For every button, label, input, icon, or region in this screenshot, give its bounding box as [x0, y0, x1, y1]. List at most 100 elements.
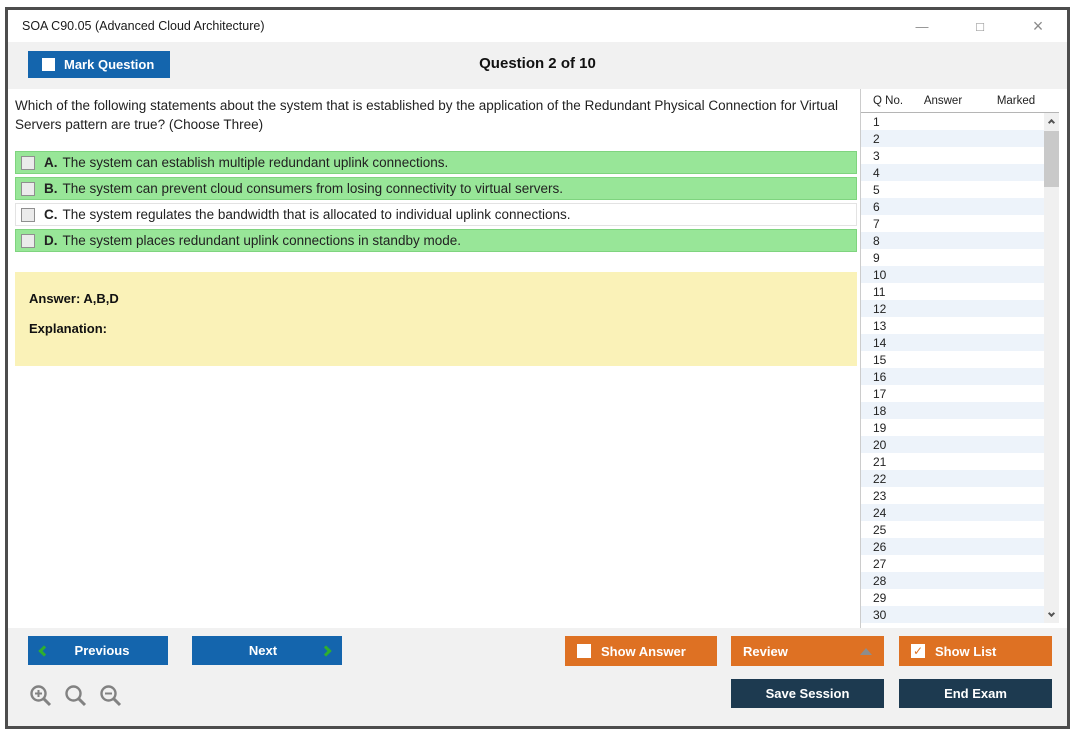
next-label: Next: [248, 643, 278, 658]
list-item[interactable]: 3: [861, 147, 1044, 164]
list-item-qno: 18: [873, 403, 887, 418]
list-item[interactable]: 18: [861, 402, 1044, 419]
list-item-qno: 24: [873, 505, 887, 520]
question-list-rows: 1 2 3 4 5 6 7 8 9 10 11 12 13 14 15 16 17 18 19 20 21 22 23 24 2…: [861, 113, 1059, 623]
list-item-qno: 15: [873, 352, 887, 367]
zoom-in-icon[interactable]: [28, 683, 54, 709]
header-qno: Q No.: [873, 94, 904, 107]
list-item[interactable]: 10: [861, 266, 1044, 283]
list-item[interactable]: 17: [861, 385, 1044, 402]
question-panel: Which of the following statements about …: [8, 89, 860, 628]
list-item-qno: 25: [873, 522, 887, 537]
save-session-button[interactable]: Save Session: [731, 679, 884, 708]
list-item[interactable]: 30: [861, 606, 1044, 623]
list-item[interactable]: 1: [861, 113, 1044, 130]
option-c-checkbox[interactable]: [21, 207, 35, 222]
option-row-b[interactable]: B. The system can prevent cloud consumer…: [15, 177, 857, 201]
main-area: Which of the following statements about …: [8, 89, 1067, 628]
list-item[interactable]: 16: [861, 368, 1044, 385]
list-item[interactable]: 23: [861, 487, 1044, 504]
mark-question-checkbox[interactable]: [42, 58, 55, 71]
list-item[interactable]: 20: [861, 436, 1044, 453]
show-list-label: Show List: [935, 643, 997, 659]
scrollbar[interactable]: [1044, 113, 1059, 623]
list-item[interactable]: 29: [861, 589, 1044, 606]
titlebar: SOA C90.05 (Advanced Cloud Architecture)…: [8, 10, 1067, 42]
review-label: Review: [743, 643, 788, 659]
option-row-a[interactable]: A. The system can establish multiple red…: [15, 151, 857, 175]
list-item[interactable]: 11: [861, 283, 1044, 300]
minimize-button[interactable]: —: [915, 18, 929, 34]
list-item[interactable]: 22: [861, 470, 1044, 487]
mark-question-button[interactable]: Mark Question: [28, 51, 170, 78]
list-item[interactable]: 12: [861, 300, 1044, 317]
option-d-text: The system places redundant uplink conne…: [62, 233, 461, 249]
footer-bar: Previous Next Show Answer Review ✓ Show …: [8, 628, 1067, 726]
end-exam-label: End Exam: [944, 686, 1007, 701]
list-item[interactable]: 14: [861, 334, 1044, 351]
end-exam-button[interactable]: End Exam: [899, 679, 1052, 708]
close-button[interactable]: ×: [1032, 15, 1044, 36]
list-item-qno: 4: [873, 165, 880, 180]
review-dropdown[interactable]: Review: [731, 636, 884, 666]
list-item-qno: 19: [873, 420, 887, 435]
list-item[interactable]: 24: [861, 504, 1044, 521]
list-item[interactable]: 13: [861, 317, 1044, 334]
list-item-qno: 20: [873, 437, 887, 452]
list-item-qno: 14: [873, 335, 887, 350]
list-item[interactable]: 5: [861, 181, 1044, 198]
list-item[interactable]: 8: [861, 232, 1044, 249]
option-row-d[interactable]: D. The system places redundant uplink co…: [15, 229, 857, 253]
scroll-up-icon[interactable]: [1044, 113, 1059, 129]
window-controls: — □ ×: [893, 10, 1067, 42]
toolbar: Mark Question Question 2 of 10: [8, 42, 1067, 89]
list-item[interactable]: 28: [861, 572, 1044, 589]
zoom-out-icon[interactable]: [98, 683, 124, 709]
list-item-qno: 30: [873, 607, 887, 622]
list-item-qno: 22: [873, 471, 887, 486]
list-item-qno: 27: [873, 556, 887, 571]
show-answer-checkbox[interactable]: [577, 644, 591, 658]
next-button[interactable]: Next: [192, 636, 342, 665]
show-list-button[interactable]: ✓ Show List: [899, 636, 1052, 666]
list-item[interactable]: 21: [861, 453, 1044, 470]
show-list-checkbox[interactable]: ✓: [911, 644, 925, 658]
list-item[interactable]: 25: [861, 521, 1044, 538]
save-session-label: Save Session: [765, 686, 850, 701]
option-d-checkbox[interactable]: [21, 233, 35, 248]
zoom-reset-icon[interactable]: [63, 683, 89, 709]
list-item[interactable]: 15: [861, 351, 1044, 368]
list-item[interactable]: 7: [861, 215, 1044, 232]
list-item-qno: 16: [873, 369, 887, 384]
option-b-checkbox[interactable]: [21, 181, 35, 196]
explanation-label: Explanation:: [29, 321, 108, 337]
option-a-checkbox[interactable]: [21, 155, 35, 170]
option-row-c[interactable]: C. The system regulates the bandwidth th…: [15, 203, 857, 227]
list-item[interactable]: 27: [861, 555, 1044, 572]
list-item[interactable]: 2: [861, 130, 1044, 147]
question-counter: Question 2 of 10: [479, 55, 596, 72]
list-item-qno: 9: [873, 250, 880, 265]
list-item[interactable]: 6: [861, 198, 1044, 215]
scrollbar-thumb[interactable]: [1044, 131, 1059, 187]
header-answer: Answer: [923, 94, 963, 107]
chevron-right-icon: [320, 644, 332, 657]
show-answer-button[interactable]: Show Answer: [565, 636, 717, 666]
previous-button[interactable]: Previous: [28, 636, 168, 665]
list-item[interactable]: 19: [861, 419, 1044, 436]
option-b-letter: B.: [44, 181, 58, 197]
list-item-qno: 2: [873, 131, 880, 146]
option-a-letter: A.: [44, 155, 58, 171]
scroll-down-icon[interactable]: [1044, 607, 1059, 623]
question-list-header: Q No. Answer Marked: [861, 89, 1059, 113]
list-item[interactable]: 9: [861, 249, 1044, 266]
list-item[interactable]: 4: [861, 164, 1044, 181]
maximize-button[interactable]: □: [976, 18, 984, 34]
list-item-qno: 1: [873, 114, 880, 129]
list-item-qno: 8: [873, 233, 880, 248]
list-item-qno: 10: [873, 267, 887, 282]
list-item-qno: 3: [873, 148, 880, 163]
list-item[interactable]: 26: [861, 538, 1044, 555]
zoom-controls: [28, 683, 124, 709]
option-d-letter: D.: [44, 233, 58, 249]
